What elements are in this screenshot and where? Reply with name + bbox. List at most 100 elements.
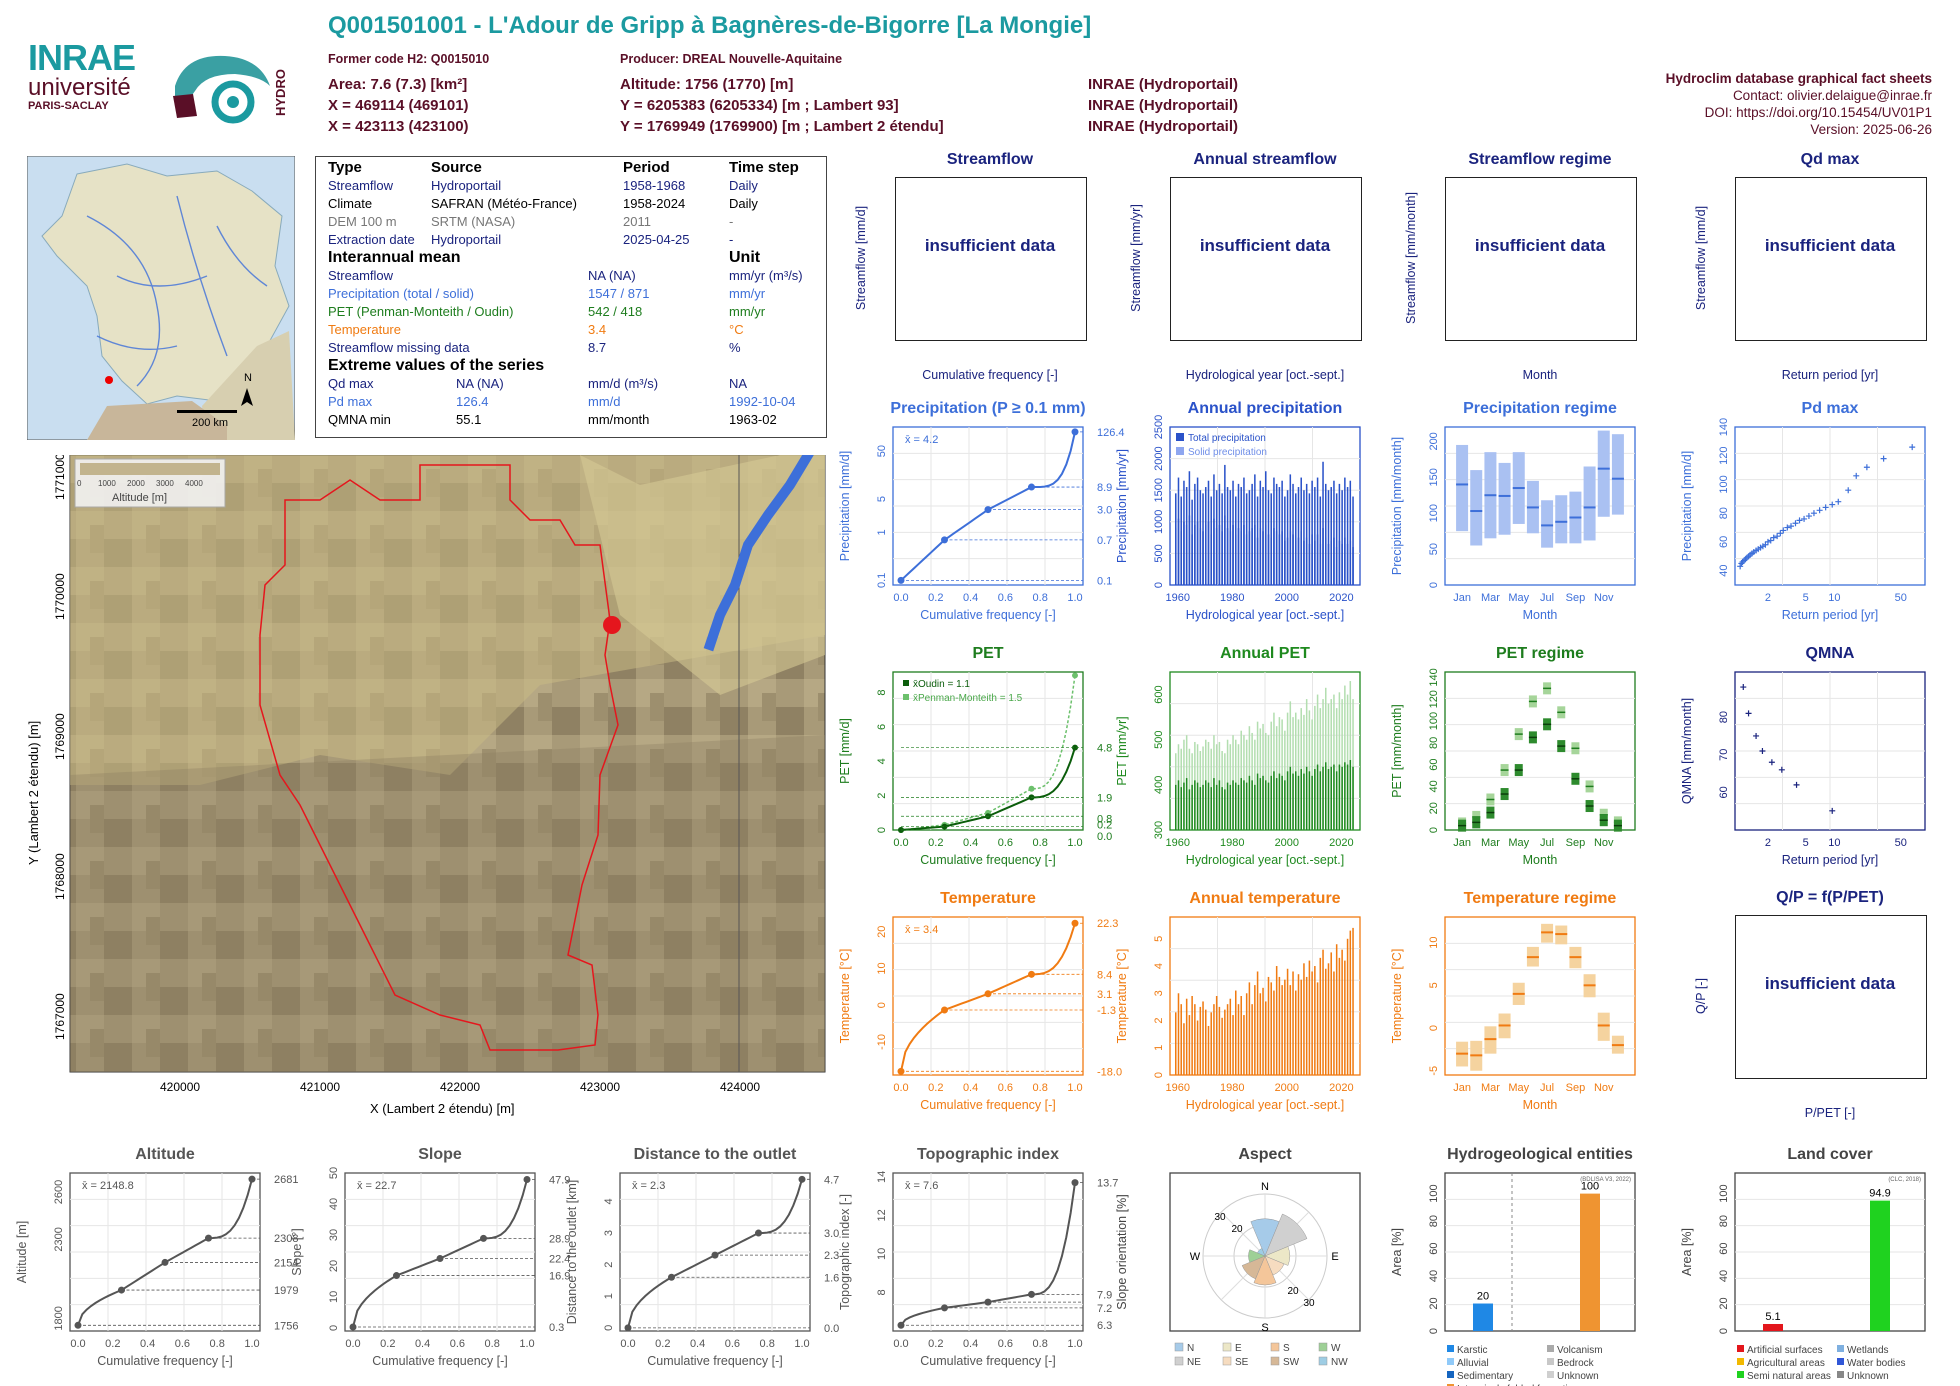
pet_regime-ytick: 20 [1428,802,1440,814]
hydrogeo-ytick: 20 [1428,1297,1440,1309]
annual_pet-bar [1314,705,1316,830]
annual_temp-ytick: 2 [1153,1017,1165,1023]
distance-value-label: 0.0 [824,1323,839,1335]
annual_precip-bar [1300,531,1302,585]
annual_precip-bar [1316,534,1319,585]
qp-message: insufficient data [1764,974,1896,993]
precip_freq-title: Precipitation (P ≥ 0.1 mm) [890,400,1085,417]
aspect-sector [1248,1249,1266,1263]
altitude-xtick: 0.0 [70,1338,85,1350]
annual_precip-bar [1352,496,1354,585]
area: Area: 7.6 (7.3) [km²] [328,76,468,93]
annual_temp-xtick: 2000 [1275,1082,1299,1094]
source-1: INRAE (Hydroportail) [1088,76,1238,93]
annual_precip-bar [1295,493,1297,585]
pet_freq-value-label: 0.2 [1097,820,1112,832]
annual_pet-bar [1175,784,1177,830]
annual_precip-bar [1284,540,1286,585]
temp_freq-title: Temperature [940,890,1036,907]
annual_precip-ytick: 2500 [1153,415,1165,439]
temp_regime-ytick: 0 [1428,1025,1440,1031]
temp_regime-box [1597,1012,1610,1041]
legend-swatch [1270,1342,1280,1352]
annual_precip-bar [1297,537,1300,585]
annual_precip-bar [1180,531,1182,585]
aspect-ring-label: 20 [1231,1224,1243,1235]
pet_freq-value-label: 0.8 [1097,813,1112,825]
altitude-title: Altitude [135,1146,195,1163]
annual_pet-bar [1316,694,1319,830]
annual_pet-bar [1325,687,1327,830]
precip_regime-ytick: 50 [1428,543,1440,555]
pd_max-ytick: 40 [1718,565,1730,577]
annual_precip-bar [1308,493,1311,585]
annual_pet-bar [1330,699,1332,830]
pet_regime-ytick: 120 [1428,690,1440,708]
annual_pet-bar [1338,692,1341,830]
annual_temp-ytick: 5 [1153,936,1165,942]
annual_pet-bar [1349,681,1352,830]
annual_pet-bar [1270,775,1272,830]
altitude-xtick: 0.8 [210,1338,225,1350]
overview-map: 200 km N [27,156,295,440]
pd_max-point [1845,487,1852,494]
precip_freq-value-label: 0.1 [1097,575,1112,587]
altitude-value-label: 2308 [274,1233,298,1245]
qmna-point [1740,684,1747,691]
hydrogeo-bar-label: 100 [1581,1181,1599,1193]
pd_max-point [1853,472,1860,479]
annual_pet-bar [1349,760,1352,830]
annual_pet-bar [1319,708,1322,830]
pd_max-point [1805,513,1812,520]
pet_freq-xtick: 1.0 [1067,837,1082,849]
annual_precip-ytick: 1500 [1153,478,1165,502]
hydrogeo-bar-label: 20 [1477,1291,1489,1303]
annual_precip-bar [1221,531,1223,585]
annual_pet-title: Annual PET [1220,645,1310,662]
qd_max-xlabel: Return period [yr] [1782,368,1879,382]
aspect-ring-label: 20 [1287,1286,1299,1297]
legend-swatch [1222,1342,1232,1352]
legend-swatch [1547,1358,1554,1365]
annual_temp-ytick: 4 [1153,963,1165,969]
pd_max-point [1796,517,1803,524]
annual_temp-bar [1335,944,1338,1075]
aspect-sector [1241,1255,1266,1280]
legend-label: NE [1187,1357,1201,1368]
annual_pet-xlabel: Hydrological year [oct.-sept.] [1186,853,1344,867]
annual_temp-bar [1338,957,1341,1075]
pet_regime-ytick: 0 [1428,827,1440,833]
landcover-ytick: 100 [1718,1184,1730,1202]
qmna-ytick: 80 [1718,711,1730,723]
annual_pet-bar [1273,771,1275,830]
streamflow-ylabel: Streamflow [mm/d] [854,206,868,310]
qmna-point [1768,759,1775,766]
pet_regime-ytick: 100 [1428,712,1440,730]
topo-xtick: 0.0 [893,1338,908,1350]
annual_temp-bar [1341,949,1343,1075]
annual_pet-bar [1265,780,1267,830]
temp_freq-ytick: 0 [876,1002,888,1008]
slope-ytick: 30 [328,1229,340,1241]
annual_temp-bar [1218,1006,1221,1075]
annual_pet-ytick: 600 [1153,685,1165,703]
annual_precip-ytick: 1000 [1153,510,1165,534]
annual_pet-bar [1180,787,1182,830]
annual_temp-bar [1344,960,1346,1075]
qd_max-title: Qd max [1800,151,1860,168]
svg-text:423000: 423000 [580,1080,620,1094]
annual_precip-xtick: 1980 [1220,592,1244,604]
annual_precip-ytick: 0 [1153,582,1165,588]
topo-ylabel: Topographic index [-] [838,1194,852,1310]
legend-swatch [1318,1342,1328,1352]
streamflow_regime-xlabel: Month [1523,368,1558,382]
slope-value-label: 0.3 [549,1322,564,1334]
annual_temp-bar [1284,979,1286,1075]
annual_precip-bar [1229,531,1232,585]
slope-xtick: 0.2 [380,1338,395,1350]
topo-ytick: 8 [876,1289,888,1295]
temp_freq-mean: x̄ = 3.4 [905,924,938,936]
annual_precip-bar [1245,534,1248,585]
annual_temp-bar [1191,996,1193,1075]
annual_pet-bar [1289,701,1292,830]
